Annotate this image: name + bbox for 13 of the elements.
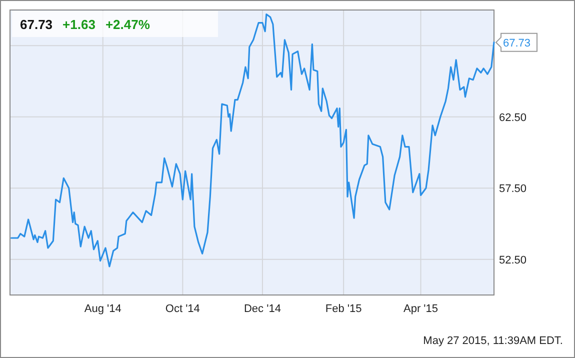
line-series xyxy=(10,13,495,268)
text: +1.63 +2.47% xyxy=(62,17,150,32)
x-tick-label: Dec '14 xyxy=(244,303,281,315)
y-tick-label: 52.50 xyxy=(499,254,527,266)
y-tick-label: 57.50 xyxy=(499,183,527,196)
annotation: 67.73 xyxy=(503,37,531,50)
x-tick-label: Apr '15 xyxy=(403,303,438,315)
y-tick-label: 62.50 xyxy=(499,112,527,124)
x-tick-label: Aug '14 xyxy=(84,303,122,315)
x-tick-label: Oct '14 xyxy=(165,303,200,315)
text: May 27 2015, 11:39AM EDT. xyxy=(423,335,563,347)
x-tick-label: Feb '15 xyxy=(325,303,362,315)
text: 67.73 xyxy=(20,17,53,32)
